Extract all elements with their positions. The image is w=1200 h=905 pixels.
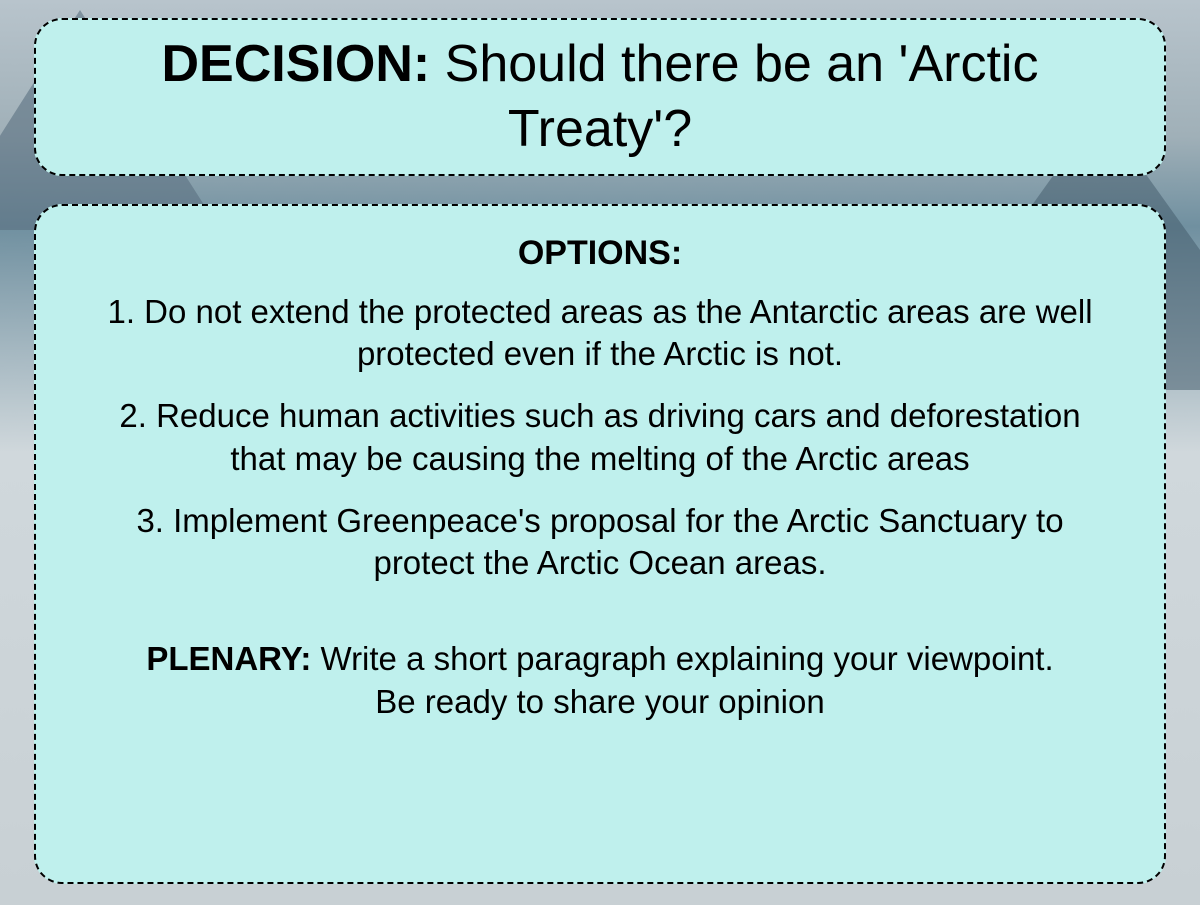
title-box: DECISION: Should there be an 'Arctic Tre… bbox=[34, 18, 1166, 176]
title-label-bold: DECISION: bbox=[162, 35, 431, 93]
options-header: OPTIONS: bbox=[96, 234, 1104, 273]
option-item: Reduce human activities such as driving … bbox=[96, 395, 1104, 479]
plenary-label-rest: Write a short paragraph explaining your … bbox=[311, 640, 1053, 720]
option-item: Do not extend the protected areas as the… bbox=[96, 291, 1104, 375]
options-list: Do not extend the protected areas as the… bbox=[96, 291, 1104, 584]
plenary-label-bold: PLENARY: bbox=[146, 640, 311, 677]
plenary-text: PLENARY: Write a short paragraph explain… bbox=[96, 638, 1104, 724]
option-item: Implement Greenpeace's proposal for the … bbox=[96, 500, 1104, 584]
title-label-rest: Should there be an 'Arctic Treaty'? bbox=[430, 35, 1038, 158]
content-box: OPTIONS: Do not extend the protected are… bbox=[34, 204, 1166, 884]
title-text: DECISION: Should there be an 'Arctic Tre… bbox=[76, 32, 1124, 162]
